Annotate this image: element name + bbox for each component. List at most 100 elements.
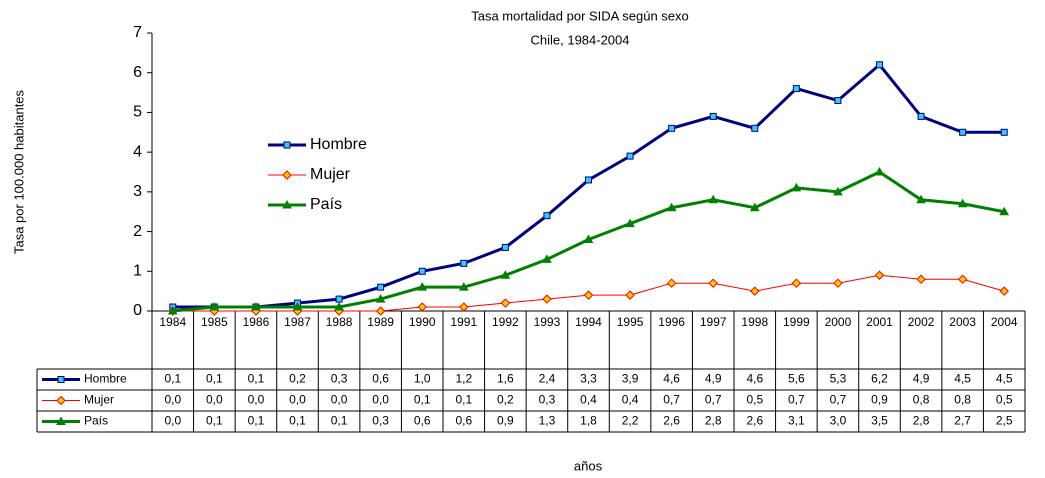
marker <box>57 376 65 383</box>
table-cell: 3,1 <box>788 414 805 428</box>
table-cell: 0,8 <box>954 393 971 407</box>
marker <box>418 267 426 275</box>
table-cell: 4,6 <box>663 372 680 386</box>
table-cell: 5,3 <box>830 372 847 386</box>
y-axis-label: Tasa por 100.000 habitantes <box>11 89 26 254</box>
x-tick-label: 1994 <box>575 315 602 329</box>
marker <box>750 286 760 296</box>
x-tick-label: 1987 <box>284 315 311 329</box>
x-tick-label: 1989 <box>367 315 394 329</box>
legend-label: Hombre <box>310 136 367 153</box>
table-cell: 4,9 <box>705 372 722 386</box>
table-cell: 0,1 <box>164 372 181 386</box>
table-cell: 4,5 <box>954 372 971 386</box>
marker <box>917 112 925 120</box>
marker <box>1000 128 1008 136</box>
x-tick-label: 1997 <box>700 315 727 329</box>
table-cell: 0,4 <box>622 393 639 407</box>
x-tick-label: 1998 <box>741 315 768 329</box>
table-cell: 0,1 <box>455 393 472 407</box>
table-cell: 0,1 <box>331 414 348 428</box>
marker <box>542 254 552 263</box>
x-tick-label: 1985 <box>201 315 228 329</box>
table-cell: 2,5 <box>996 414 1013 428</box>
table-cell: 0,3 <box>331 372 348 386</box>
table-cell: 5,6 <box>788 372 805 386</box>
table-cell: 0,5 <box>996 393 1013 407</box>
x-tick-label: 1999 <box>783 315 810 329</box>
y-tick-label: 1 <box>133 263 142 280</box>
table-cell: 0,1 <box>206 414 223 428</box>
x-tick-label: 1996 <box>658 315 685 329</box>
table-cell: 3,0 <box>830 414 847 428</box>
table-cell: 2,6 <box>746 414 763 428</box>
marker <box>543 212 551 220</box>
table-cell: 0,3 <box>372 414 389 428</box>
marker <box>56 416 66 425</box>
chart-subtitle: Chile, 1984-2004 <box>530 32 629 47</box>
table-cell: 4,9 <box>913 372 930 386</box>
marker <box>335 295 343 303</box>
marker <box>501 243 509 251</box>
marker <box>459 302 469 312</box>
table-cell: 2,6 <box>663 414 680 428</box>
table-cell: 0,9 <box>497 414 514 428</box>
table-cell: 0,1 <box>206 372 223 386</box>
marker <box>999 286 1009 296</box>
marker <box>874 270 885 280</box>
table-cell: 0,4 <box>580 393 597 407</box>
table-cell: 0,0 <box>331 393 348 407</box>
table-cell: 0,0 <box>248 393 265 407</box>
marker <box>791 182 802 192</box>
marker <box>625 290 635 300</box>
table-cell: 2,2 <box>622 414 639 428</box>
y-tick-label: 7 <box>133 24 142 41</box>
x-tick-label: 2002 <box>908 315 935 329</box>
marker <box>833 186 843 196</box>
marker <box>282 199 292 209</box>
marker <box>625 218 635 228</box>
marker <box>708 278 718 288</box>
table-row-label: Hombre <box>84 372 127 386</box>
marker <box>583 234 594 244</box>
marker <box>668 124 676 132</box>
marker <box>417 282 428 291</box>
x-tick-label: 2003 <box>949 315 976 329</box>
marker <box>874 166 885 176</box>
table-cell: 0,1 <box>248 372 265 386</box>
marker <box>957 198 968 208</box>
marker <box>709 112 717 120</box>
table-cell: 0,2 <box>497 393 514 407</box>
y-tick-label: 0 <box>133 302 142 319</box>
table-cell: 3,3 <box>580 372 597 386</box>
table-cell: 1,8 <box>580 414 597 428</box>
marker <box>283 141 291 149</box>
table-cell: 0,7 <box>830 393 847 407</box>
table-cell: 4,6 <box>746 372 763 386</box>
table-cell: 0,0 <box>164 414 181 428</box>
table-cell: 0,1 <box>248 414 265 428</box>
marker <box>876 61 883 69</box>
marker <box>792 85 800 93</box>
legend-label: Mujer <box>310 166 351 183</box>
table-row-label: País <box>84 414 108 428</box>
marker <box>542 294 552 304</box>
x-tick-label: 2000 <box>825 315 852 329</box>
table-cell: 1,2 <box>455 372 472 386</box>
marker <box>585 176 592 184</box>
marker <box>626 152 634 160</box>
table-cell: 0,7 <box>788 393 805 407</box>
x-tick-label: 1992 <box>492 315 519 329</box>
y-tick-label: 3 <box>133 183 142 200</box>
table-cell: 1,6 <box>497 372 514 386</box>
marker <box>999 206 1010 216</box>
marker <box>708 194 719 204</box>
marker <box>833 278 843 288</box>
table-cell: 0,3 <box>539 393 556 407</box>
marker <box>417 302 427 312</box>
marker <box>282 170 292 180</box>
table-cell: 0,6 <box>414 414 431 428</box>
marker <box>460 259 468 267</box>
table-cell: 0,9 <box>871 393 888 407</box>
marker <box>375 306 386 316</box>
